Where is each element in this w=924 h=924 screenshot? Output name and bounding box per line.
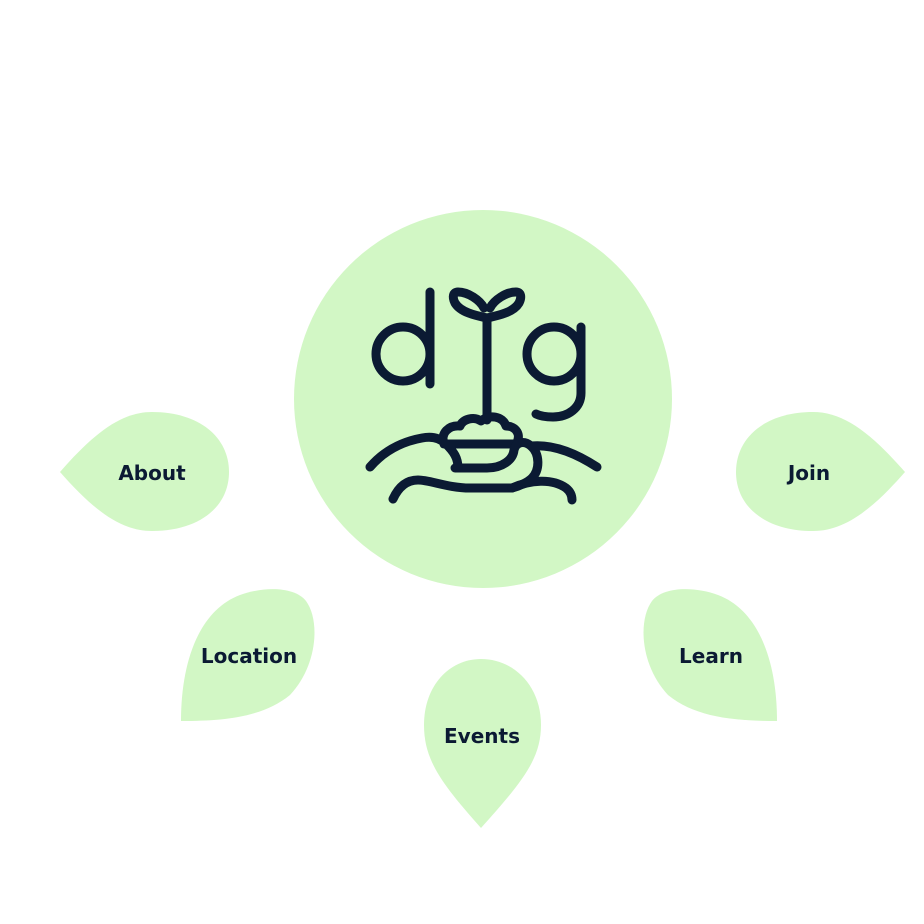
- nav-petal-learn[interactable]: Learn: [643, 589, 777, 721]
- letter-g-descender: [531, 322, 586, 422]
- nav-petal-join[interactable]: Join: [736, 412, 905, 531]
- seedling-leaf-right-icon: [482, 287, 526, 323]
- hand-finger-icon: [441, 439, 463, 473]
- nav-petal-events[interactable]: Events: [424, 659, 541, 828]
- nav-label-location[interactable]: Location: [201, 644, 297, 668]
- nav-label-learn[interactable]: Learn: [679, 644, 743, 668]
- nav-petal-location[interactable]: Location: [181, 589, 315, 721]
- logo-badge[interactable]: [294, 210, 672, 588]
- nav-label-join[interactable]: Join: [786, 461, 830, 485]
- petal-learn-shape[interactable]: [643, 589, 777, 721]
- petal-location-shape[interactable]: [181, 589, 315, 721]
- nav-label-about[interactable]: About: [118, 461, 186, 485]
- hand-wrist-icon: [507, 476, 577, 505]
- hand-arm-icon: [526, 441, 602, 472]
- nav-label-events[interactable]: Events: [444, 724, 520, 748]
- hand-thumb-icon: [365, 432, 451, 472]
- dig-logo-icon: [365, 287, 602, 505]
- soil-mound-icon: [438, 412, 523, 449]
- seedling-leaf-left-icon: [448, 287, 492, 323]
- petal-events-shape[interactable]: [424, 659, 541, 828]
- petal-about-shape[interactable]: [60, 412, 229, 531]
- nav-petal-about[interactable]: About: [60, 412, 229, 531]
- petal-join-shape[interactable]: [736, 412, 905, 531]
